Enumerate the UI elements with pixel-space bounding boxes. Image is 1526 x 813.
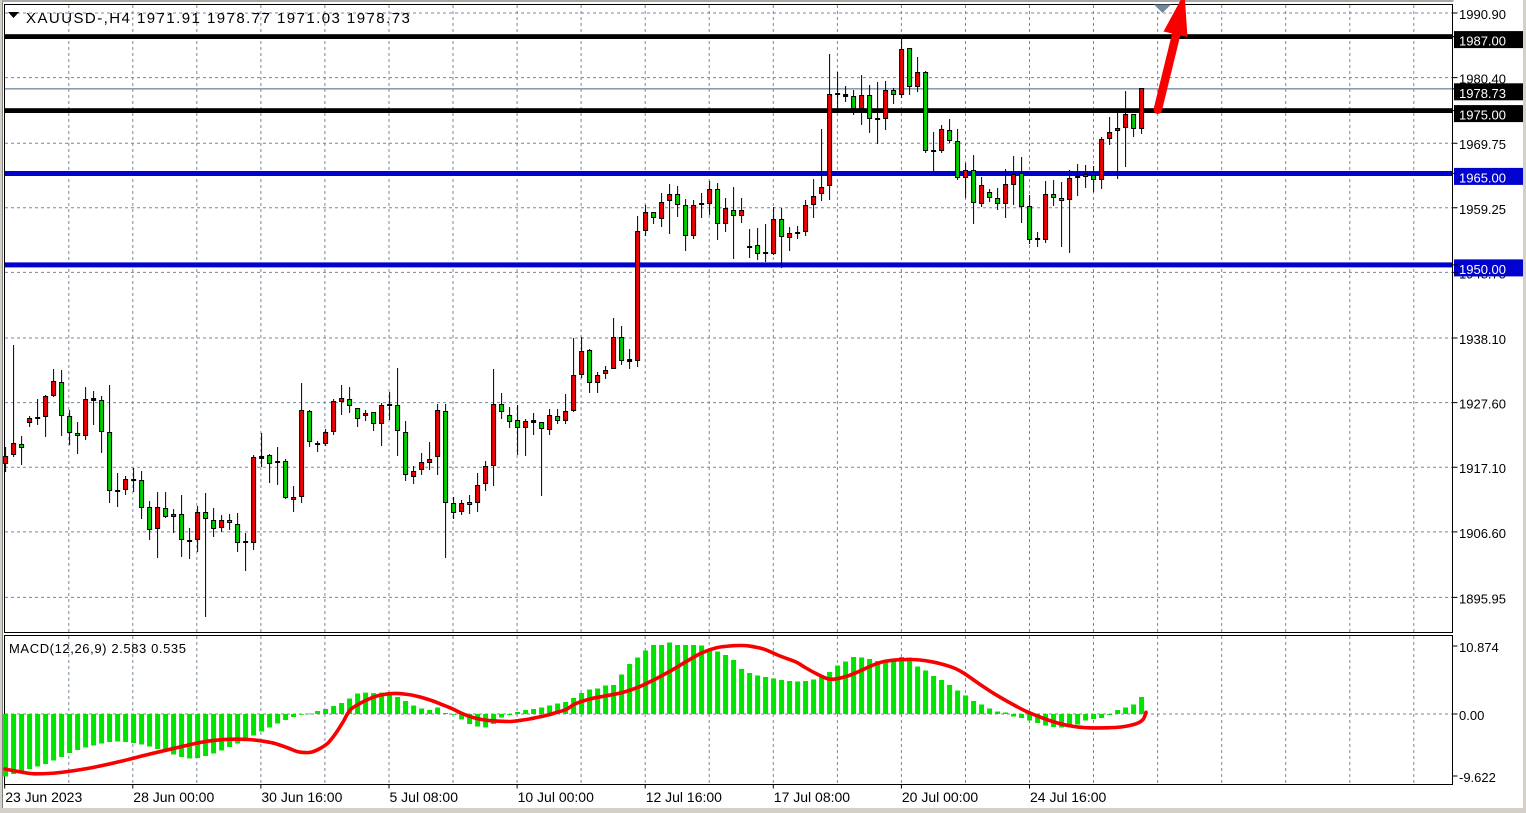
svg-text:20 Jul 00:00: 20 Jul 00:00 xyxy=(902,789,978,805)
svg-text:1980.40: 1980.40 xyxy=(1459,72,1506,87)
svg-text:1965.00: 1965.00 xyxy=(1459,170,1506,185)
svg-text:23 Jun 2023: 23 Jun 2023 xyxy=(5,789,82,805)
svg-text:1990.90: 1990.90 xyxy=(1459,7,1506,22)
svg-text:MACD(12,26,9) 2.583 0.535: MACD(12,26,9) 2.583 0.535 xyxy=(9,641,187,656)
svg-text:1959.25: 1959.25 xyxy=(1459,202,1506,217)
svg-text:28 Jun 00:00: 28 Jun 00:00 xyxy=(133,789,214,805)
svg-text:1978.73: 1978.73 xyxy=(1459,86,1506,101)
svg-text:1969.75: 1969.75 xyxy=(1459,137,1506,152)
svg-text:12 Jul 16:00: 12 Jul 16:00 xyxy=(646,789,722,805)
svg-text:1895.95: 1895.95 xyxy=(1459,591,1506,606)
svg-text:10.874: 10.874 xyxy=(1459,640,1499,655)
svg-text:1987.00: 1987.00 xyxy=(1459,34,1506,49)
svg-text:24 Jul 16:00: 24 Jul 16:00 xyxy=(1030,789,1106,805)
svg-text:-9.622: -9.622 xyxy=(1459,770,1496,785)
svg-text:17 Jul 08:00: 17 Jul 08:00 xyxy=(774,789,850,805)
svg-text:0.00: 0.00 xyxy=(1459,708,1484,723)
svg-text:XAUUSD-,H4 1971.91 1978.77 197: XAUUSD-,H4 1971.91 1978.77 1971.03 1978.… xyxy=(26,10,411,27)
svg-text:1917.10: 1917.10 xyxy=(1459,461,1506,476)
svg-text:1950.00: 1950.00 xyxy=(1459,262,1506,277)
svg-text:1975.00: 1975.00 xyxy=(1459,108,1506,123)
svg-text:1927.60: 1927.60 xyxy=(1459,397,1506,412)
svg-text:1938.10: 1938.10 xyxy=(1459,332,1506,347)
svg-text:30 Jun 16:00: 30 Jun 16:00 xyxy=(261,789,342,805)
svg-text:1906.60: 1906.60 xyxy=(1459,526,1506,541)
svg-text:10 Jul 00:00: 10 Jul 00:00 xyxy=(518,789,594,805)
svg-text:5 Jul 08:00: 5 Jul 08:00 xyxy=(390,789,459,805)
